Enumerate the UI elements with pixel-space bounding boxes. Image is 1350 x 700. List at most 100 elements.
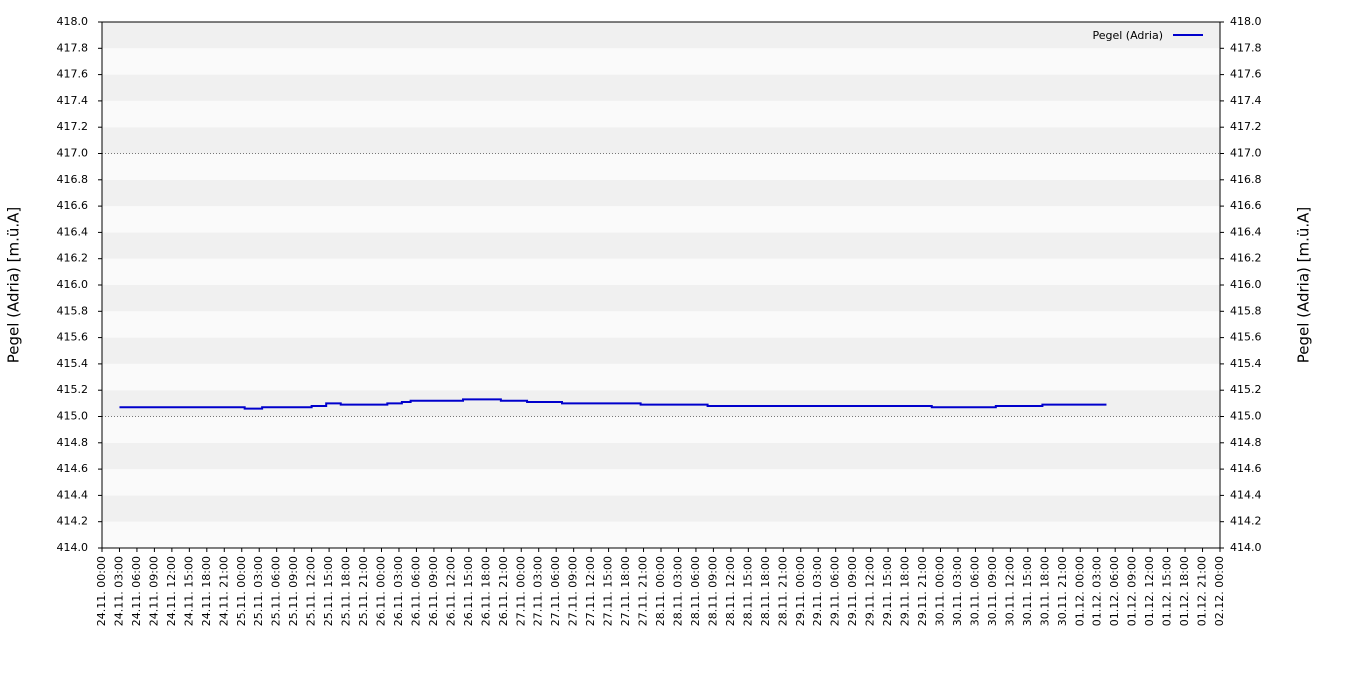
- y-tick-label: 416.8: [57, 173, 89, 186]
- y-axis-title: Pegel (Adria) [m.ü.A]: [5, 207, 23, 364]
- y2-tick-label: 415.6: [1230, 331, 1262, 344]
- x-tick-label: 25.11. 09:00: [287, 556, 300, 626]
- band: [102, 442, 1220, 470]
- x-tick-label: 02.12. 00:00: [1213, 556, 1226, 626]
- x-tick-label: 27.11. 21:00: [637, 556, 650, 626]
- x-tick-label: 25.11. 15:00: [322, 556, 335, 626]
- x-tick-label: 24.11. 15:00: [182, 556, 195, 626]
- y-tick-label: 416.2: [57, 252, 89, 265]
- x-tick-label: 26.11. 09:00: [427, 556, 440, 626]
- y2-tick-label: 414.6: [1230, 462, 1262, 475]
- y2-tick-label: 417.2: [1230, 120, 1262, 133]
- x-tick-label: 27.11. 06:00: [549, 556, 562, 626]
- y2-tick-label: 415.8: [1230, 304, 1262, 317]
- y-tick-label: 417.6: [57, 68, 89, 81]
- band: [102, 258, 1220, 285]
- x-tick-label: 28.11. 06:00: [689, 556, 702, 626]
- x-tick-label: 24.11. 09:00: [147, 556, 160, 626]
- x-tick-label: 24.11. 00:00: [95, 556, 108, 626]
- x-tick-label: 29.11. 03:00: [811, 556, 824, 626]
- band: [102, 363, 1220, 391]
- x-tick-label: 01.12. 15:00: [1161, 556, 1174, 626]
- x-tick-label: 26.11. 18:00: [479, 556, 492, 626]
- x-tick-label: 30.11. 00:00: [934, 556, 947, 626]
- x-tick-label: 24.11. 12:00: [165, 556, 178, 626]
- x-tick-label: 29.11. 09:00: [846, 556, 859, 626]
- y-tick-label: 414.4: [57, 488, 89, 501]
- y-tick-label: 417.2: [57, 120, 89, 133]
- x-tick-label: 30.11. 03:00: [951, 556, 964, 626]
- plot-frame: [101, 21, 1221, 549]
- x-tick-label: 28.11. 00:00: [654, 556, 667, 626]
- x-tick-label: 26.11. 12:00: [444, 556, 457, 626]
- x-tick-label: 29.11. 12:00: [864, 556, 877, 626]
- x-tick-label: 30.11. 15:00: [1021, 556, 1034, 626]
- y2-tick-label: 416.0: [1230, 278, 1262, 291]
- y2-tick-label: 415.0: [1230, 410, 1262, 423]
- band: [102, 179, 1220, 207]
- x-tick-label: 30.11. 18:00: [1038, 556, 1051, 626]
- y-tick-label: 414.2: [57, 515, 89, 528]
- x-tick-label: 27.11. 09:00: [567, 556, 580, 626]
- band: [102, 153, 1220, 180]
- band: [102, 74, 1220, 101]
- plot-background: [102, 22, 1220, 548]
- band: [102, 390, 1220, 417]
- band: [102, 495, 1220, 522]
- y2-tick-label: 415.4: [1230, 357, 1262, 370]
- x-tick-label: 27.11. 18:00: [619, 556, 632, 626]
- band: [102, 416, 1220, 443]
- y-tick-label: 417.0: [57, 147, 89, 160]
- x-tick-label: 25.11. 00:00: [235, 556, 248, 626]
- band: [102, 469, 1220, 496]
- legend-label: Pegel (Adria): [1092, 29, 1163, 42]
- y2-tick-label: 414.8: [1230, 436, 1262, 449]
- y-tick-label: 417.8: [57, 41, 89, 54]
- y2-tick-label: 416.4: [1230, 225, 1262, 238]
- y2-tick-label: 416.2: [1230, 252, 1262, 265]
- x-tick-label: 28.11. 12:00: [724, 556, 737, 626]
- y-tick-label: 416.4: [57, 225, 89, 238]
- y-tick-label: 414.6: [57, 462, 89, 475]
- y-tick-label: 414.8: [57, 436, 89, 449]
- x-tick-label: 01.12. 03:00: [1091, 556, 1104, 626]
- x-tick-label: 25.11. 12:00: [305, 556, 318, 626]
- x-tick-label: 01.12. 21:00: [1196, 556, 1209, 626]
- x-tick-label: 30.11. 09:00: [986, 556, 999, 626]
- band: [102, 285, 1220, 312]
- band: [102, 206, 1220, 233]
- x-tick-label: 26.11. 06:00: [409, 556, 422, 626]
- x-tick-label: 27.11. 15:00: [602, 556, 615, 626]
- band: [102, 311, 1220, 338]
- band: [102, 337, 1220, 364]
- x-tick-label: 28.11. 15:00: [741, 556, 754, 626]
- x-tick-label: 24.11. 03:00: [112, 556, 125, 626]
- x-tick-label: 25.11. 21:00: [357, 556, 370, 626]
- y-tick-label: 415.6: [57, 331, 89, 344]
- x-tick-label: 01.12. 09:00: [1126, 556, 1139, 626]
- y-tick-label: 415.0: [57, 410, 89, 423]
- band: [102, 22, 1220, 49]
- x-tick-label: 27.11. 00:00: [514, 556, 527, 626]
- y-tick-label: 417.4: [57, 94, 89, 107]
- band: [102, 127, 1220, 154]
- x-tick-label: 27.11. 12:00: [584, 556, 597, 626]
- x-tick-label: 29.11. 15:00: [881, 556, 894, 626]
- x-tick-label: 27.11. 03:00: [532, 556, 545, 626]
- x-tick-label: 26.11. 00:00: [375, 556, 388, 626]
- y2-tick-label: 417.6: [1230, 68, 1262, 81]
- x-tick-label: 01.12. 12:00: [1143, 556, 1156, 626]
- x-tick-label: 29.11. 21:00: [916, 556, 929, 626]
- y-tick-label: 414.0: [57, 541, 89, 554]
- band: [102, 521, 1220, 548]
- x-tick-label: 25.11. 18:00: [340, 556, 353, 626]
- x-tick-label: 29.11. 06:00: [829, 556, 842, 626]
- y2-tick-label: 416.8: [1230, 173, 1262, 186]
- y-tick-label: 416.6: [57, 199, 89, 212]
- y2-tick-label: 414.4: [1230, 488, 1262, 501]
- x-tick-label: 28.11. 21:00: [776, 556, 789, 626]
- x-tick-label: 24.11. 21:00: [217, 556, 230, 626]
- y2-tick-label: 417.8: [1230, 41, 1262, 54]
- y2-tick-label: 418.0: [1230, 15, 1262, 28]
- band: [102, 232, 1220, 259]
